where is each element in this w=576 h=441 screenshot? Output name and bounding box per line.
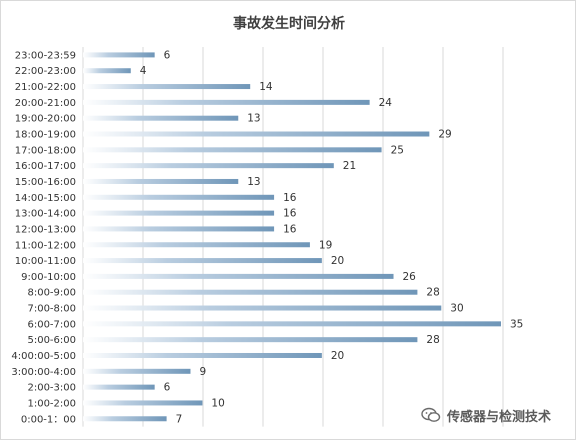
bars (83, 52, 501, 422)
data-label: 20 (331, 255, 344, 267)
data-label: 16 (283, 208, 297, 220)
data-label: 16 (283, 192, 297, 204)
category-label: 1:00-2:00 (27, 398, 76, 409)
data-label: 26 (403, 271, 417, 283)
bar (83, 352, 322, 358)
data-label: 6 (164, 382, 171, 394)
data-label: 4 (140, 65, 147, 77)
category-labels: 23:00-23:59 22:00-23:00 21:00-22:00 20:00-2… (11, 50, 76, 425)
data-label: 13 (247, 176, 260, 188)
bar (83, 337, 418, 343)
watermark: 传感器与检测技术 (421, 404, 551, 426)
bar (83, 226, 275, 232)
category-label: 23:00-23:59 (15, 50, 76, 61)
data-label: 14 (259, 81, 273, 93)
chart-title: 事故发生时间分析 (233, 16, 345, 32)
data-label: 21 (343, 160, 356, 172)
category-label: 13:00-14:00 (15, 209, 76, 220)
data-label: 19 (319, 239, 332, 251)
data-label: 25 (391, 144, 404, 156)
category-label: 21:00-22:00 (15, 82, 76, 93)
category-label: 5:00-6:00 (27, 335, 76, 346)
bar (83, 258, 322, 264)
bar (83, 178, 239, 184)
bar (83, 99, 370, 105)
category-label: 9:00-10:00 (21, 272, 76, 283)
category-label: 17:00-18:00 (15, 145, 76, 156)
bar (83, 131, 430, 137)
category-label: 7:00-8:00 (27, 304, 76, 315)
category-label: 19:00-20:00 (15, 114, 76, 125)
data-label: 20 (331, 350, 344, 362)
bar (83, 147, 382, 153)
data-labels: 6 4 14 24 13 29 25 21 13 16 16 16 19 20 26 28 30 35 28 20 9 6… (140, 49, 524, 425)
bar (83, 400, 203, 406)
wechat-logo-icon (421, 407, 441, 422)
bar (83, 289, 418, 295)
data-label: 16 (283, 223, 297, 235)
category-label: 2:00-3:00 (27, 383, 76, 394)
category-label: 16:00-17:00 (15, 161, 76, 172)
bar (83, 321, 501, 327)
category-label: 6:00-7:00 (27, 319, 76, 330)
bar (83, 242, 310, 248)
watermark-text: 传感器与检测技术 (447, 409, 552, 425)
category-label: 15:00-16:00 (15, 177, 76, 188)
bar (83, 368, 191, 374)
category-label: 12:00-13:00 (15, 224, 76, 235)
category-label: 8:00-9:00 (27, 288, 76, 299)
data-label: 10 (211, 397, 224, 409)
bar (83, 84, 251, 90)
data-label: 9 (199, 366, 206, 378)
data-label: 28 (426, 287, 439, 299)
data-label: 24 (379, 97, 393, 109)
bar (83, 305, 442, 311)
bar (83, 68, 131, 74)
data-label: 29 (438, 129, 451, 141)
category-label: 11:00-12:00 (15, 240, 76, 251)
category-label: 22:00-23:00 (15, 66, 76, 77)
category-label: 14:00-15:00 (15, 193, 76, 204)
bar (83, 194, 275, 200)
category-label: 18:00-19:00 (15, 130, 76, 141)
bar (83, 163, 334, 169)
bar (83, 384, 155, 390)
category-label: 0:00-1：00 (21, 414, 76, 425)
category-label: 20:00-21:00 (15, 98, 76, 109)
gridlines (82, 47, 504, 427)
data-label: 7 (176, 413, 183, 425)
bar (83, 115, 239, 121)
category-label: 3:00:00-4:00 (11, 367, 76, 378)
data-label: 28 (426, 334, 439, 346)
bar (83, 416, 167, 422)
data-label: 30 (450, 303, 463, 315)
bar (83, 52, 155, 58)
bar (83, 210, 275, 216)
category-label: 10:00-11:00 (15, 256, 76, 267)
data-label: 6 (164, 49, 171, 61)
data-label: 13 (247, 113, 260, 125)
data-label: 35 (510, 318, 523, 330)
category-label: 4:00:00-5:00 (11, 351, 76, 362)
bar (83, 273, 394, 279)
